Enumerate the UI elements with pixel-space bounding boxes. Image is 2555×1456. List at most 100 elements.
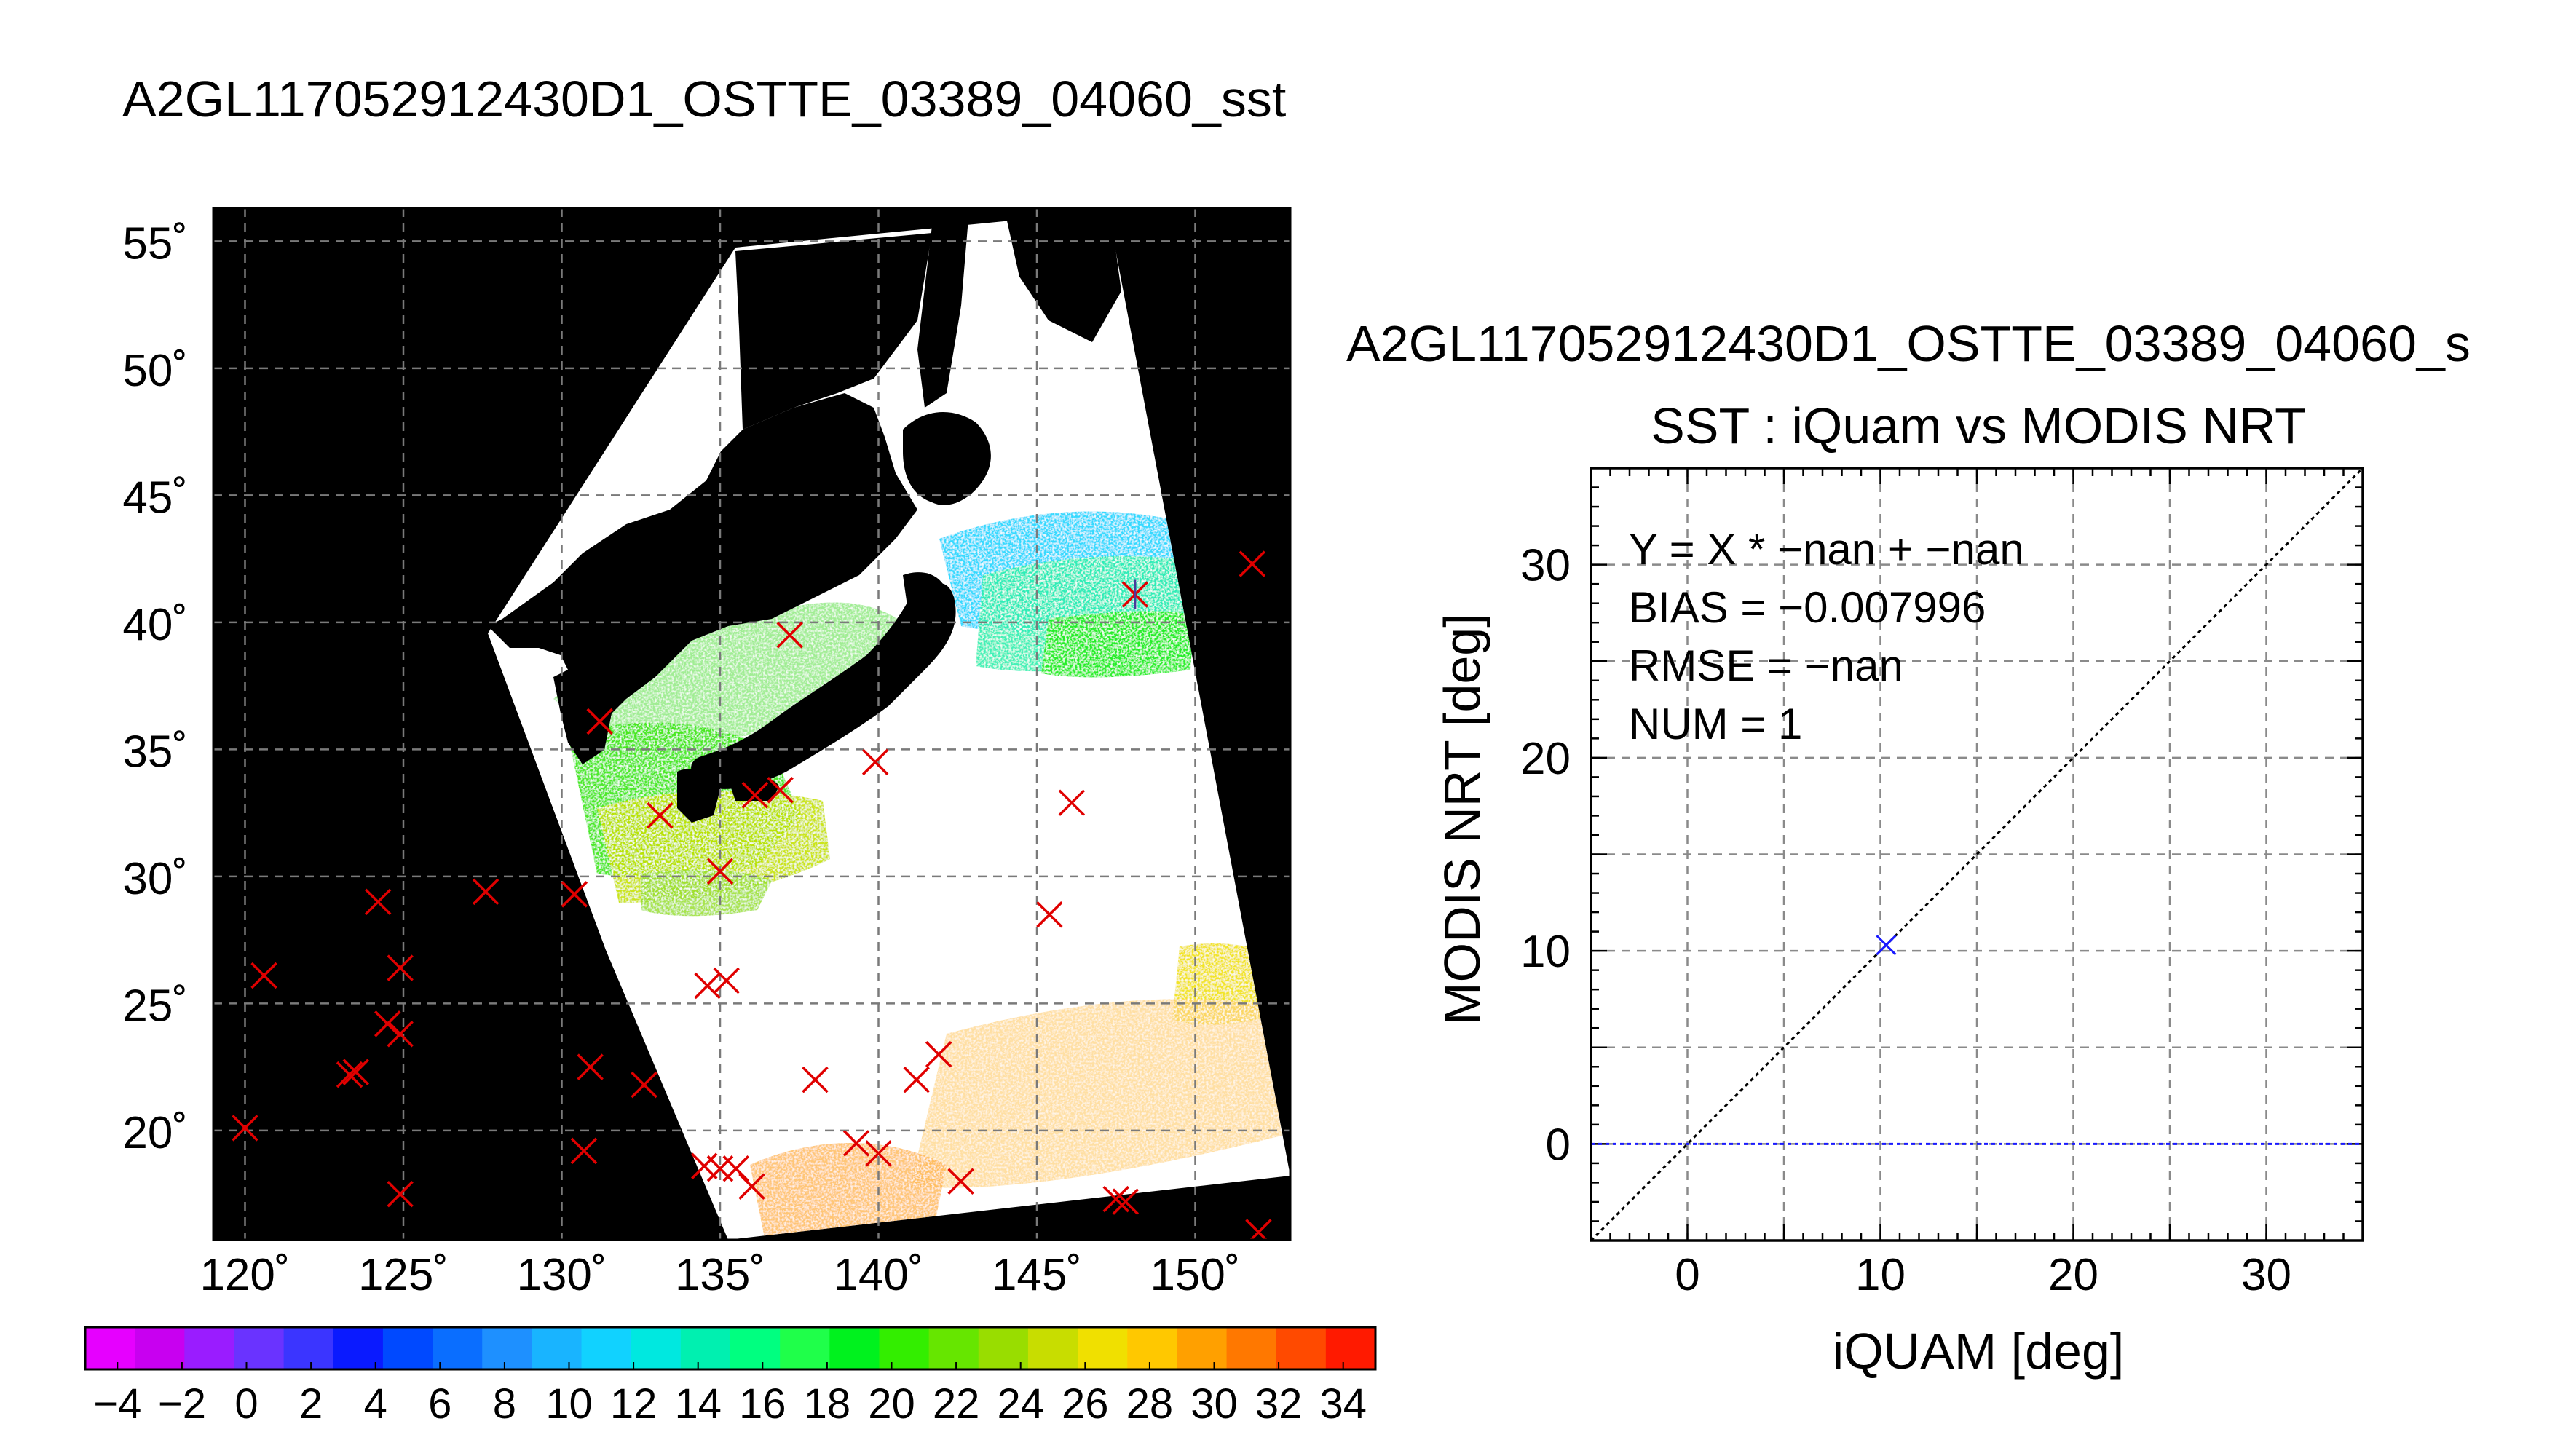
- insitu-marker: [713, 967, 740, 994]
- colorbar-swatch: [680, 1327, 731, 1369]
- insitu-marker: [561, 881, 588, 908]
- colorbar-swatch: [283, 1327, 334, 1369]
- colorbar-swatch: [1177, 1327, 1228, 1369]
- colorbar-label: 20: [868, 1380, 915, 1428]
- scatter-border: [1590, 467, 2364, 1242]
- colorbar-label: −4: [93, 1380, 141, 1428]
- insitu-marker: [1102, 1185, 1129, 1213]
- insitu-marker: [387, 1021, 414, 1048]
- sst-patch-warm-sw: [750, 1143, 947, 1238]
- colorbar-label: 26: [1062, 1380, 1109, 1428]
- insitu-marker: [586, 708, 613, 735]
- scatter-ytick-label: 0: [1546, 1120, 1571, 1170]
- scatter-stat-line: BIAS = −0.007996: [1629, 583, 1986, 632]
- insitu-marker: [861, 748, 889, 776]
- colorbar-label: 24: [997, 1380, 1044, 1428]
- colorbar-swatch: [184, 1327, 235, 1369]
- map-lat-label: 25˚: [122, 981, 188, 1031]
- map-border: [212, 207, 1292, 1241]
- map-lat-label: 20˚: [122, 1108, 188, 1158]
- insitu-marker: [865, 1140, 892, 1167]
- colorbar-label: 2: [299, 1380, 323, 1428]
- insitu-marker: [232, 1115, 258, 1142]
- map-lon-label: 120˚: [200, 1250, 290, 1300]
- colorbar-swatch: [482, 1327, 532, 1369]
- map-lat-label: 30˚: [122, 854, 188, 904]
- colorbar-label: 32: [1255, 1380, 1303, 1428]
- map-title: A2GL117052912430D1_OSTTE_03389_04060_sst: [122, 71, 1286, 127]
- insitu-marker: [694, 972, 721, 1000]
- colorbar-swatch: [234, 1327, 285, 1369]
- colorbar-label: 28: [1126, 1380, 1174, 1428]
- colorbar-label: 22: [933, 1380, 980, 1428]
- scatter-stat-line: RMSE = −nan: [1629, 641, 1903, 690]
- colorbar-swatch: [1127, 1327, 1177, 1369]
- insitu-marker: [387, 954, 414, 981]
- insitu-marker: [342, 1059, 369, 1085]
- land-kyushu: [677, 769, 721, 823]
- map-frame: [213, 208, 1290, 1240]
- map-lat-label: 40˚: [122, 600, 188, 650]
- insitu-marker: [842, 1130, 870, 1157]
- map-lat-label: 55˚: [122, 218, 188, 269]
- colorbar-swatch: [829, 1327, 880, 1369]
- colorbar-label: 30: [1190, 1380, 1238, 1428]
- insitu-marker: [1245, 1219, 1272, 1240]
- scatter-xtick-label: 30: [2241, 1250, 2291, 1300]
- insitu-marker: [776, 622, 803, 649]
- insitu-marker: [1239, 550, 1266, 577]
- map-lon-label: 125˚: [358, 1250, 449, 1300]
- scatter-xtick-label: 20: [2048, 1250, 2098, 1300]
- insitu-marker: [767, 777, 794, 804]
- colorbar-swatch: [928, 1327, 979, 1369]
- scatter-plot: 0 10 20 30 0 10 20 30 Y = X * −nan + −nan BIAS = …: [1520, 467, 2364, 1300]
- sst-patch-warm-south: [910, 999, 1282, 1188]
- colorbar-label: 10: [545, 1380, 593, 1428]
- scatter-stat-line: Y = X * −nan + −nan: [1629, 525, 2024, 574]
- colorbar-label: 8: [493, 1380, 516, 1428]
- colorbar-swatch: [135, 1327, 185, 1369]
- colorbar-swatch: [85, 1327, 135, 1369]
- colorbar-swatch: [1226, 1327, 1277, 1369]
- insitu-marker: [1112, 1188, 1140, 1215]
- insitu-markers: [232, 550, 1272, 1240]
- insitu-marker: [647, 802, 674, 829]
- insitu-marker: [741, 781, 769, 809]
- scatter-ytick-label: 20: [1520, 734, 1571, 784]
- colorbar-swatch: [1276, 1327, 1327, 1369]
- map-lat-labels: 55˚ 50˚ 45˚ 40˚ 35˚ 30˚ 25˚ 20˚: [122, 218, 188, 1158]
- land-japan-honshu-north: [903, 572, 947, 633]
- land-sakhalin: [917, 218, 968, 408]
- map-lon-label: 135˚: [675, 1250, 765, 1300]
- land-korea-peninsula: [553, 662, 612, 764]
- land-japan-main: [691, 583, 956, 789]
- colorbar-swatch: [1325, 1327, 1376, 1369]
- insitu-marker: [631, 1071, 657, 1099]
- scatter-xtick-label: 0: [1675, 1250, 1699, 1300]
- land-korea-china: [488, 393, 917, 728]
- scatter-ytick-label: 10: [1520, 927, 1571, 977]
- colorbar-swatch: [631, 1327, 682, 1369]
- map-graticule: [213, 208, 1290, 1240]
- colorbar: [84, 1326, 1377, 1371]
- land-kamchatka: [1005, 211, 1121, 342]
- insitu-marker: [802, 1066, 829, 1093]
- land-russia-coast: [735, 233, 932, 430]
- map-lon-label: 140˚: [833, 1250, 923, 1300]
- map-lon-labels: 120˚ 125˚ 130˚ 135˚ 140˚ 145˚ 150˚: [200, 1250, 1240, 1300]
- insitu-marker: [925, 1040, 952, 1068]
- insitu-marker: [472, 878, 499, 906]
- colorbar-label: 12: [610, 1380, 657, 1428]
- map-lon-label: 150˚: [1150, 1250, 1240, 1300]
- insitu-marker: [336, 1061, 363, 1088]
- colorbar-label: 18: [804, 1380, 851, 1428]
- scatter-ylabel: MODIS NRT [deg]: [1434, 613, 1490, 1024]
- insitu-marker: [577, 1053, 604, 1080]
- insitu-marker: [374, 1010, 401, 1037]
- colorbar-label: −2: [158, 1380, 206, 1428]
- colorbar-swatch: [730, 1327, 781, 1369]
- insitu-marker: [1036, 901, 1063, 928]
- colorbar-swatch: [879, 1327, 930, 1369]
- colorbar-label: 16: [739, 1380, 786, 1428]
